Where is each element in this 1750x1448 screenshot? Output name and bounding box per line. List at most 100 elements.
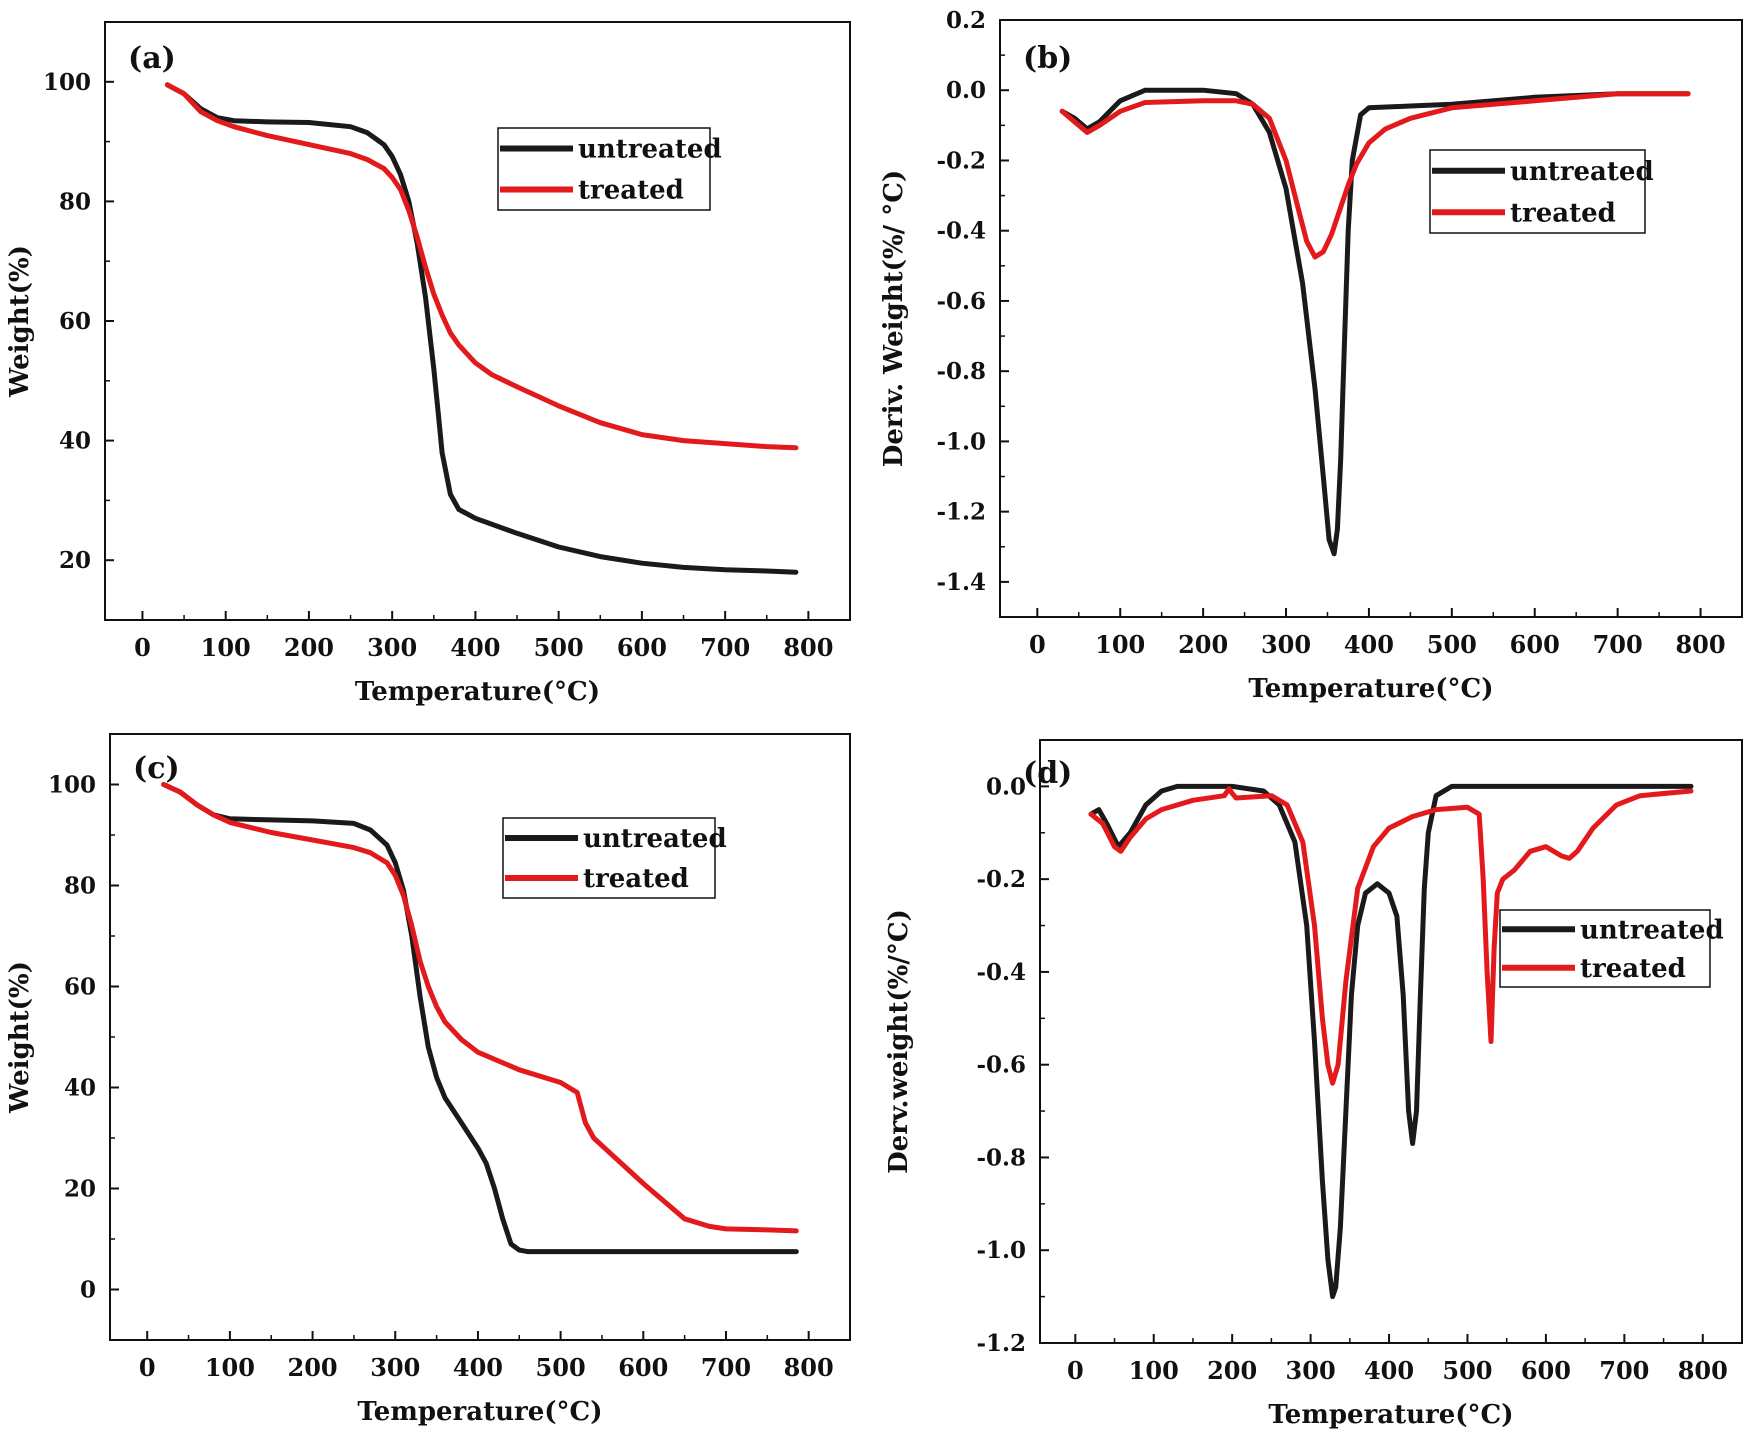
series-line-treated: [1088, 786, 1694, 1086]
legend-label-untreated: untreated: [1510, 157, 1654, 187]
x-tick-label: 100: [1129, 1356, 1179, 1385]
x-tick-label: 500: [534, 633, 584, 662]
y-tick-label: -0.4: [976, 959, 1026, 986]
x-tick-label: 300: [370, 1353, 420, 1382]
x-tick-label: 600: [617, 633, 667, 662]
x-tick-label: 600: [1510, 630, 1560, 659]
legend-label-untreated: untreated: [1580, 915, 1724, 945]
series-line-treated: [161, 782, 799, 1234]
legend-label-treated: treated: [578, 176, 684, 206]
y-tick-label: 100: [48, 772, 96, 799]
x-tick-label: 700: [700, 633, 750, 662]
x-axis-title: Temperature(°C): [1268, 1400, 1513, 1430]
x-tick-label: 200: [284, 633, 334, 662]
y-axis-title: Deriv. Weight(%/ °C): [879, 170, 909, 467]
series-line-untreated: [164, 82, 799, 575]
y-tick-label: -0.2: [936, 147, 986, 174]
x-tick-label: 100: [205, 1353, 255, 1382]
x-tick-label: 600: [618, 1353, 668, 1382]
x-tick-label: 500: [1442, 1356, 1492, 1385]
series-line-untreated: [1088, 783, 1694, 1300]
x-tick-label: 400: [1344, 630, 1394, 659]
x-tick-label: 0: [139, 1353, 156, 1382]
panel-label: (c): [133, 751, 180, 786]
chart-panel-4: 0 100 200 300 400 500 600 700 800 0.0 -0.2 -0.4 -0.6…: [884, 739, 1743, 1430]
x-tick-label: 400: [1364, 1356, 1414, 1385]
y-tick-label: -1.0: [976, 1237, 1026, 1264]
x-tick-label: 300: [1261, 630, 1311, 659]
x-tick-label: 500: [1427, 630, 1477, 659]
y-tick-label: 0.0: [986, 773, 1026, 800]
x-axis-title: Temperature(°C): [357, 1397, 602, 1427]
y-tick-label: -1.4: [936, 569, 986, 596]
x-tick-label: 700: [1593, 630, 1643, 659]
y-axis-title: Weight(%): [5, 245, 35, 398]
panel-label: (d): [1023, 756, 1072, 791]
legend-label-untreated: untreated: [578, 135, 722, 165]
x-tick-label: 200: [1178, 630, 1228, 659]
y-tick-label: -0.4: [936, 218, 986, 245]
y-tick-label: -0.6: [976, 1052, 1026, 1079]
legend-label-treated: treated: [1580, 954, 1686, 984]
chart-panel-3: 0 100 200 300 400 500 600 700 800 0 20 40 60 80 100 Tem…: [5, 733, 851, 1427]
x-tick-label: 800: [784, 1353, 834, 1382]
plot-frame: [1039, 739, 1743, 1344]
plot-frame: [999, 19, 1743, 618]
y-tick-label: -1.0: [936, 428, 986, 455]
y-axis-title: Weight(%): [5, 961, 35, 1114]
series-line-untreated: [161, 782, 799, 1255]
x-tick-label: 800: [783, 633, 833, 662]
y-tick-label: 100: [43, 69, 91, 96]
legend: untreated treated: [502, 817, 727, 899]
x-tick-label: 0: [1029, 630, 1046, 659]
y-tick-label: -0.2: [976, 866, 1026, 893]
legend-box: [1429, 149, 1646, 234]
series-line-treated: [164, 82, 799, 451]
legend-label-treated: treated: [583, 864, 689, 894]
y-tick-label: 80: [59, 188, 91, 215]
plot-frame: [104, 21, 851, 621]
legend-box: [497, 127, 711, 211]
x-tick-label: 0: [1067, 1356, 1084, 1385]
y-tick-label: -0.6: [936, 288, 986, 315]
y-tick-label: 80: [64, 873, 96, 900]
y-tick-label: 40: [64, 1075, 96, 1102]
legend: untreated treated: [497, 127, 722, 211]
y-tick-label: 0.2: [946, 7, 986, 34]
x-tick-label: 300: [367, 633, 417, 662]
x-tick-label: 100: [1095, 630, 1145, 659]
x-tick-label: 300: [1286, 1356, 1336, 1385]
y-axis-title: Derv.weight(%/°C): [884, 909, 914, 1174]
legend-box: [1499, 909, 1711, 988]
series-line-untreated: [1059, 87, 1691, 557]
y-tick-label: -1.2: [936, 499, 986, 526]
y-tick-label: 40: [59, 428, 91, 455]
legend-label-treated: treated: [1510, 198, 1616, 228]
x-tick-label: 200: [1207, 1356, 1257, 1385]
y-tick-label: -1.2: [976, 1330, 1026, 1357]
chart-panel-1: 0 100 200 300 400 500 600 700 800 20 40 60 80 100 Temp…: [5, 21, 851, 707]
x-tick-label: 800: [1675, 630, 1725, 659]
y-tick-label: 60: [64, 974, 96, 1001]
legend: untreated treated: [1499, 909, 1724, 988]
chart-panel-2: 0 100 200 300 400 500 600 700 800 0.2 0.0 -0.2 -0.4 -…: [879, 7, 1743, 704]
legend-label-untreated: untreated: [583, 824, 727, 854]
x-axis-title: Temperature(°C): [355, 677, 600, 707]
x-axis-title: Temperature(°C): [1248, 674, 1493, 704]
panel-label: (b): [1023, 41, 1072, 76]
panel-label: (a): [128, 41, 176, 76]
legend: untreated treated: [1429, 149, 1654, 234]
x-tick-label: 700: [701, 1353, 751, 1382]
y-tick-label: 0.0: [946, 77, 986, 104]
y-tick-label: 20: [64, 1176, 96, 1203]
x-tick-label: 0: [134, 633, 151, 662]
x-tick-label: 800: [1678, 1356, 1728, 1385]
x-tick-label: 500: [536, 1353, 586, 1382]
y-tick-label: 60: [59, 308, 91, 335]
x-tick-label: 600: [1521, 1356, 1571, 1385]
y-tick-label: 0: [80, 1277, 96, 1304]
x-tick-label: 100: [201, 633, 251, 662]
series-line-treated: [1059, 91, 1691, 260]
legend-box: [502, 817, 716, 899]
